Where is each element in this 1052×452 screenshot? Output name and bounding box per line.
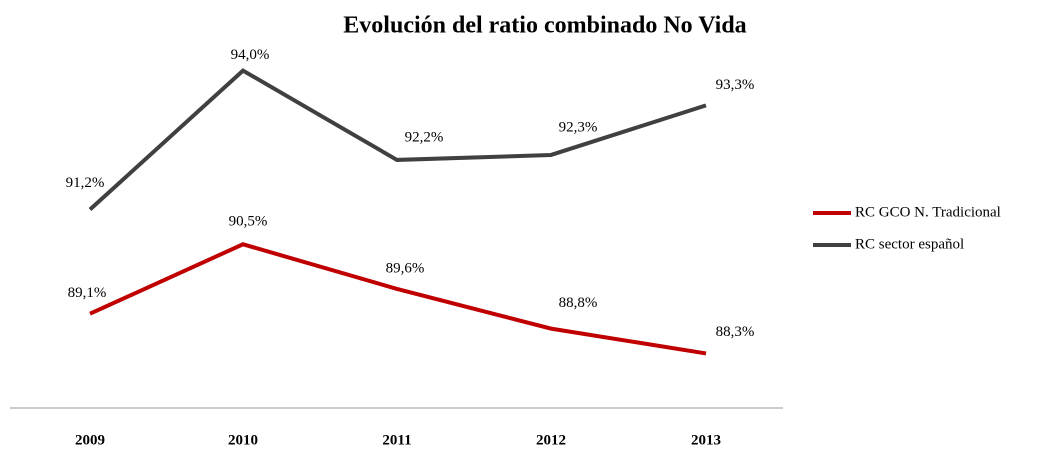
x-tick-label: 2013 (691, 432, 721, 448)
data-label: 92,3% (559, 119, 598, 135)
chart-title: Evolución del ratio combinado No Vida (343, 13, 746, 39)
legend-label: RC sector español (855, 236, 964, 252)
x-tick-label: 2012 (536, 432, 566, 448)
data-label: 94,0% (231, 47, 270, 63)
data-label: 90,5% (229, 214, 268, 230)
data-label: 88,3% (716, 324, 755, 340)
data-label: 89,6% (386, 260, 425, 276)
x-tick-label: 2011 (382, 432, 411, 448)
series-line (88, 68, 707, 212)
legend-label: RC GCO N. Tradicional (855, 204, 1001, 220)
data-label: 88,8% (559, 295, 598, 311)
series-line (89, 242, 707, 356)
data-label: 92,2% (405, 129, 444, 145)
x-tick-label: 2009 (75, 432, 105, 448)
x-tick-label: 2010 (228, 432, 258, 448)
data-label: 89,1% (68, 285, 107, 301)
data-label: 93,3% (716, 77, 755, 93)
data-label: 91,2% (66, 175, 105, 191)
